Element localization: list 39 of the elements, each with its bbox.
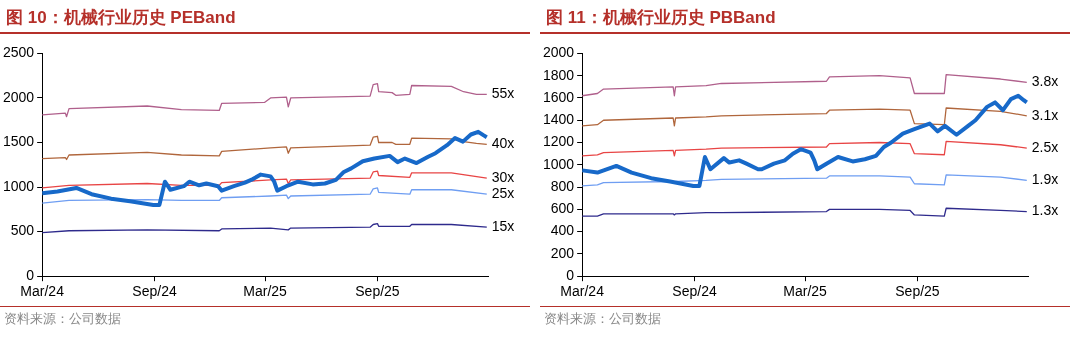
- x-tick-label: Sep/24: [672, 283, 717, 300]
- x-tick-label: Sep/25: [895, 283, 940, 300]
- y-tick-label: 1400: [542, 111, 575, 128]
- y-tick-label: 1200: [542, 133, 575, 150]
- series-label: 3.8x: [1031, 73, 1059, 90]
- y-tick-label: 0: [26, 267, 35, 284]
- series-label: 25x: [491, 185, 515, 202]
- y-tick-label: 0: [566, 267, 575, 284]
- y-tick-label: 2000: [542, 44, 575, 61]
- y-tick-label: 1800: [542, 66, 575, 83]
- series-label: 40x: [491, 135, 515, 152]
- y-tick-label: 1000: [2, 177, 35, 194]
- series-label: 55x: [491, 85, 515, 102]
- y-tick-label: 500: [10, 222, 35, 239]
- x-tick-label: Sep/24: [132, 283, 177, 300]
- text: 资料来源：公司数据: [543, 310, 662, 328]
- y-tick-label: 600: [550, 200, 575, 217]
- chart-title: 图 10：机械行业历史 PEBand: [5, 7, 237, 29]
- chart-title: 图 11：机械行业历史 PBBand: [545, 7, 777, 29]
- y-tick-label: 2000: [2, 88, 35, 105]
- x-tick-label: Mar/25: [243, 283, 288, 300]
- x-tick-label: Mar/24: [20, 283, 65, 300]
- y-tick-label: 1600: [542, 88, 575, 105]
- y-tick-label: 1000: [542, 155, 575, 172]
- x-tick-label: Mar/24: [560, 283, 605, 300]
- y-tick-label: 2500: [2, 44, 35, 61]
- series-label: 3.1x: [1031, 106, 1059, 123]
- y-tick-label: 1500: [2, 133, 35, 150]
- x-tick-label: Sep/25: [355, 283, 400, 300]
- x-tick-label: Mar/25: [783, 283, 828, 300]
- series-label: 1.9x: [1031, 171, 1059, 188]
- y-tick-label: 400: [550, 222, 575, 239]
- y-tick-label: 800: [550, 177, 575, 194]
- series-label: 2.5x: [1031, 138, 1059, 155]
- text: 资料来源：公司数据: [3, 310, 122, 328]
- series-label: 30x: [491, 169, 515, 186]
- series-label: 1.3x: [1031, 202, 1059, 219]
- series-label: 15x: [491, 218, 515, 235]
- y-tick-label: 200: [550, 244, 575, 261]
